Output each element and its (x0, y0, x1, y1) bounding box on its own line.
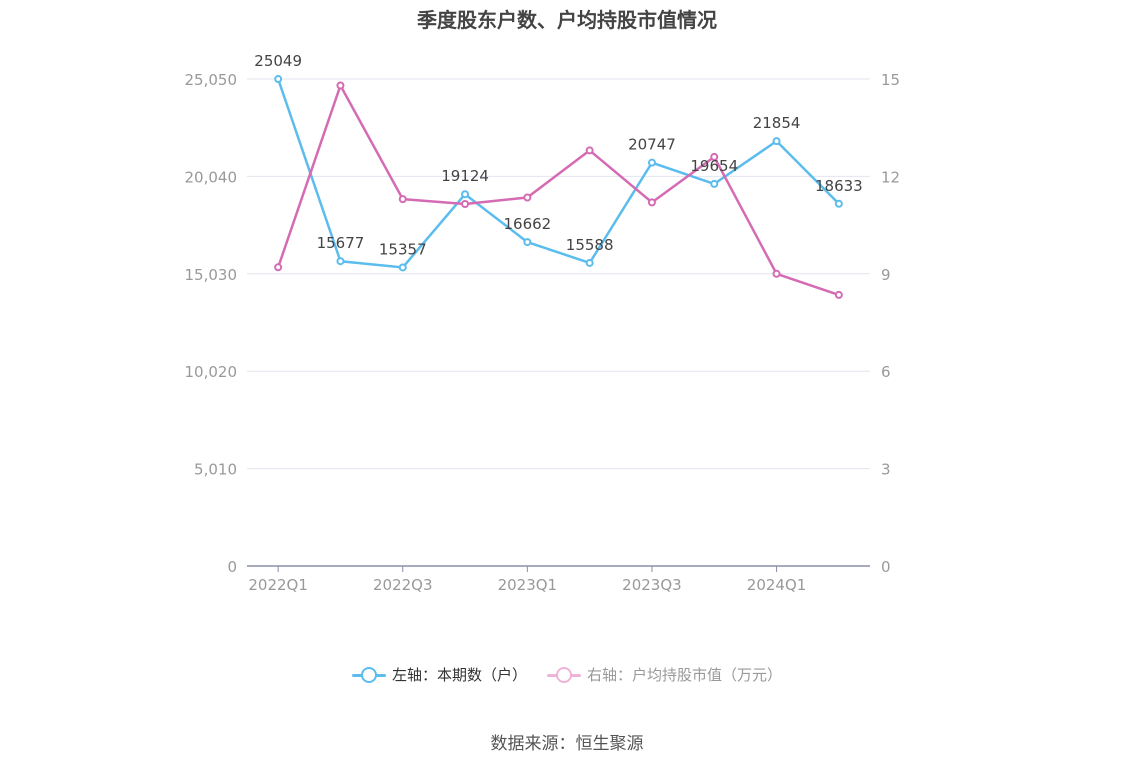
data-point-right (336, 81, 345, 90)
data-label: 20747 (628, 136, 676, 154)
data-point-left (523, 238, 532, 247)
right-axis-tick-label: 15 (881, 71, 900, 89)
data-label: 18633 (815, 177, 863, 195)
legend-item-right-axis[interactable]: 右轴：户均持股市值（万元） (547, 664, 782, 685)
left-axis-tick-label: 25,050 (185, 71, 238, 89)
data-label: 15588 (566, 236, 614, 254)
chart-title: 季度股东户数、户均持股市值情况 (417, 8, 717, 32)
data-label: 19124 (441, 167, 489, 185)
data-point-left (710, 179, 719, 188)
data-label: 16662 (503, 215, 551, 233)
right-axis-tick-label: 0 (881, 558, 891, 576)
data-point-left (274, 75, 283, 84)
x-axis-tick-label: 2024Q1 (747, 576, 807, 594)
data-point-left (834, 199, 843, 208)
data-point-left (772, 137, 781, 146)
data-point-right (710, 152, 719, 161)
left-axis-tick-label: 10,020 (185, 363, 238, 381)
right-axis-tick-label: 3 (881, 461, 891, 479)
legend-marker-right-icon (547, 666, 581, 683)
left-axis-tick-label: 5,010 (194, 461, 237, 479)
left-axis-tick-label: 20,040 (185, 168, 238, 186)
chart-legend: 左轴：本期数（户） 右轴：户均持股市值（万元） (0, 664, 1134, 685)
x-axis-tick-label: 2023Q1 (498, 576, 558, 594)
data-point-right (398, 195, 407, 204)
data-label: 15357 (379, 240, 427, 258)
legend-label-left: 左轴：本期数（户） (391, 666, 527, 684)
data-point-left (647, 158, 656, 167)
data-label: 21854 (753, 114, 801, 132)
data-label: 25049 (254, 52, 302, 70)
x-axis-tick-label: 2023Q3 (622, 576, 682, 594)
legend-label-right: 右轴：户均持股市值（万元） (587, 666, 783, 684)
data-point-right (834, 290, 843, 299)
series-line-right (276, 84, 840, 297)
data-label: 15677 (317, 234, 365, 252)
legend-item-left-axis[interactable]: 左轴：本期数（户） (351, 664, 527, 685)
data-point-right (772, 269, 781, 278)
data-point-left (585, 258, 594, 267)
data-point-right (585, 146, 594, 155)
legend-marker-left-icon (351, 666, 386, 683)
data-point-left (336, 257, 345, 266)
left-axis-tick-label: 0 (227, 558, 237, 576)
data-label: 19654 (690, 157, 738, 175)
right-axis-tick-label: 9 (881, 266, 891, 284)
left-axis-tick-label: 15,030 (185, 266, 238, 284)
data-point-right (274, 263, 283, 272)
x-axis-tick-label: 2022Q1 (248, 576, 308, 594)
series-line-left (276, 78, 840, 269)
right-axis-tick-label: 6 (881, 363, 891, 381)
data-point-left (398, 263, 407, 272)
data-point-right (647, 198, 656, 207)
data-point-right (461, 199, 470, 208)
x-axis-tick-label: 2022Q3 (373, 576, 433, 594)
data-point-left (461, 190, 470, 199)
data-source-note: 数据来源：恒生聚源 (490, 734, 644, 754)
right-axis-tick-label: 12 (881, 168, 900, 186)
data-point-right (523, 193, 532, 202)
